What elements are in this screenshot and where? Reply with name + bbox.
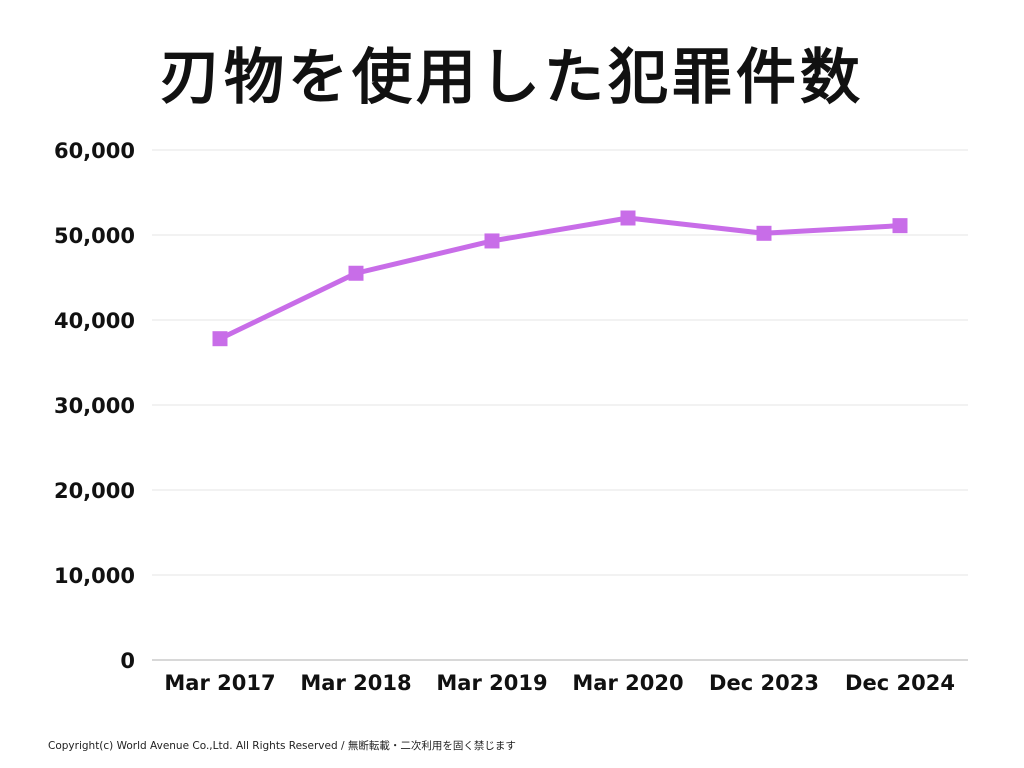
series-group — [212, 210, 908, 347]
x-tick-label: Mar 2020 — [572, 671, 683, 695]
y-axis-ticks: 0 10,000 20,000 30,000 40,000 50,000 60,000 — [54, 139, 135, 673]
data-point-marker — [212, 331, 228, 347]
data-point-marker — [892, 218, 908, 234]
x-tick-label: Dec 2023 — [709, 671, 819, 695]
data-point-marker — [348, 265, 364, 281]
x-tick-label: Dec 2024 — [845, 671, 955, 695]
data-point-marker — [620, 210, 636, 226]
y-tick-label: 10,000 — [54, 564, 135, 588]
y-tick-label: 60,000 — [54, 139, 135, 163]
y-tick-label: 30,000 — [54, 394, 135, 418]
y-tick-label: 50,000 — [54, 224, 135, 248]
y-tick-label: 0 — [120, 649, 135, 673]
x-tick-label: Mar 2019 — [436, 671, 547, 695]
x-axis-ticks: Mar 2017 Mar 2018 Mar 2019 Mar 2020 Dec 2023… — [164, 671, 955, 695]
data-point-marker — [484, 233, 500, 249]
y-tick-label: 20,000 — [54, 479, 135, 503]
gridlines — [152, 149, 968, 661]
x-tick-label: Mar 2018 — [300, 671, 411, 695]
x-tick-label: Mar 2017 — [164, 671, 275, 695]
copyright-notice: Copyright(c) World Avenue Co.,Ltd. All R… — [48, 740, 516, 752]
series-line — [217, 215, 903, 342]
chart-title: 刃物を使用した犯罪件数 — [160, 43, 864, 113]
data-point-marker — [756, 225, 772, 241]
y-tick-label: 40,000 — [54, 309, 135, 333]
